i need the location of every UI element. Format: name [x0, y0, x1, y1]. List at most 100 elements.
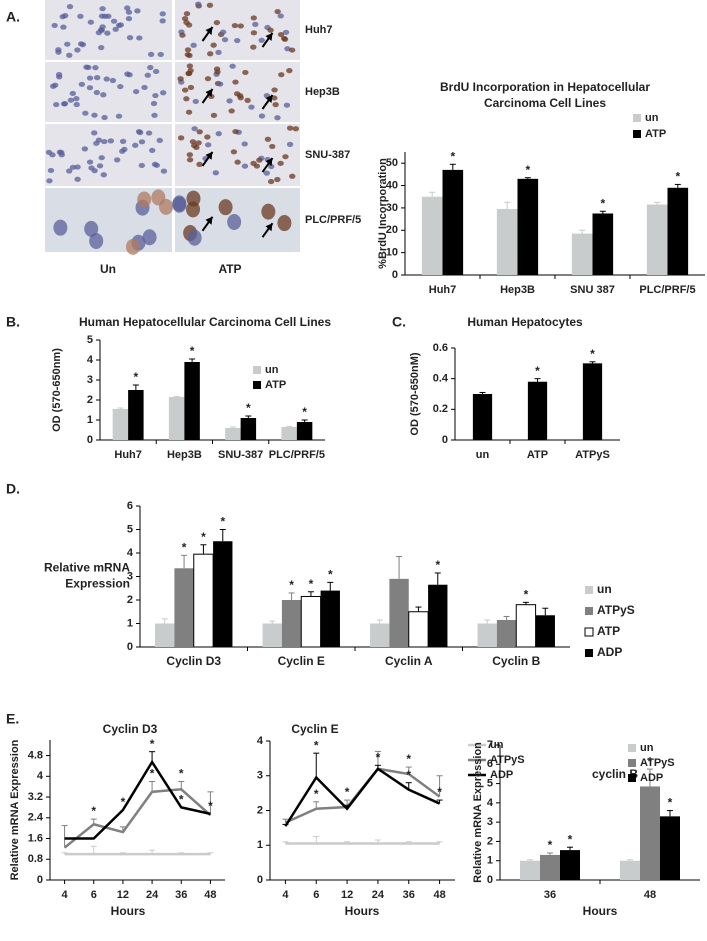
significance: *: [150, 737, 155, 751]
cell: [242, 69, 249, 76]
bar: [667, 187, 689, 275]
x-tick-label: 36: [175, 889, 187, 901]
cell: [267, 178, 275, 185]
cell: [232, 79, 239, 85]
cell: [177, 135, 185, 141]
y-tick-label: 0: [442, 434, 448, 446]
row-label: PLC/PRF/5: [305, 214, 361, 226]
x-tick-label: Cyclin E: [278, 654, 325, 668]
significance: *: [376, 750, 381, 764]
y-tick-label: 4: [37, 770, 44, 782]
cell: [215, 49, 222, 55]
y-tick-label: 0.6: [433, 342, 448, 354]
bar: [517, 178, 539, 275]
cell: [87, 19, 95, 25]
significance: *: [134, 370, 139, 384]
legend-swatch: [585, 649, 593, 657]
cell: [159, 11, 166, 17]
x-tick-label: PLC/PRF/5: [639, 284, 695, 296]
chart-title: Cyclin E: [291, 722, 338, 736]
cell: [207, 51, 214, 57]
x-tick-label: ATPyS: [575, 449, 610, 461]
x-tick-label: 4: [282, 889, 289, 901]
cell: [132, 142, 139, 148]
significance: *: [345, 785, 350, 799]
cell: [181, 15, 189, 22]
chart-title: cyclin B: [592, 767, 638, 781]
micrograph: [175, 0, 300, 60]
cell: [56, 74, 63, 80]
cell: [234, 159, 241, 165]
cell: [47, 167, 55, 174]
significance: *: [302, 405, 307, 419]
bar: [571, 233, 593, 275]
cell: [267, 27, 274, 33]
legend-label: ATPyS: [597, 603, 635, 617]
significance: *: [675, 170, 680, 184]
cell: [195, 1, 202, 7]
legend-label: un: [265, 364, 279, 376]
y-tick-label: 4: [87, 354, 94, 366]
y-tick-label: 2: [87, 394, 93, 406]
x-tick-label: Cyclin A: [385, 654, 433, 668]
bar: [370, 623, 390, 647]
arrow-head: [205, 89, 213, 97]
cell: [187, 229, 202, 246]
cell: [81, 146, 89, 152]
significance: *: [524, 588, 529, 602]
cell: [186, 152, 194, 158]
cell: [69, 90, 77, 97]
cell: [190, 42, 197, 48]
y-tick-label: 3: [487, 816, 493, 828]
legend-swatch: [585, 607, 593, 615]
bar: [225, 428, 241, 440]
bar: [660, 816, 680, 880]
y-tick-label: 0: [87, 434, 93, 446]
cell: [112, 26, 119, 32]
y-tick-label: 3.2: [28, 791, 43, 803]
y-axis-label: Relative mRNA Expression: [472, 742, 484, 883]
cell: [227, 213, 242, 230]
cell: [210, 42, 217, 48]
bar: [472, 394, 493, 440]
bar: [582, 363, 603, 440]
arrow-head: [265, 33, 273, 41]
row-label: Hep3B: [305, 86, 340, 98]
chart-title: BrdU Incorporation in Hepatocellular: [440, 80, 650, 94]
cell: [104, 30, 111, 36]
y-tick-label: 30: [386, 202, 398, 214]
significance: *: [525, 163, 530, 177]
cell: [250, 160, 257, 166]
x-tick-label: PLC/PRF/5: [269, 449, 325, 461]
y-tick-label: 40: [386, 179, 398, 191]
cell: [51, 22, 58, 29]
cell: [138, 139, 146, 145]
cell: [67, 97, 75, 103]
cell: [151, 189, 166, 206]
cell: [177, 76, 184, 82]
cell: [96, 163, 104, 169]
cell: [126, 35, 134, 41]
bar: [496, 209, 518, 275]
cell: [66, 52, 73, 58]
significance: *: [208, 799, 213, 813]
significance: *: [600, 196, 605, 210]
y-tick-label: 10: [386, 247, 398, 259]
cell: [134, 8, 141, 14]
bar: [477, 623, 497, 647]
x-tick-label: 36: [403, 889, 415, 901]
cell: [233, 91, 241, 97]
y-tick-label: 6: [127, 500, 133, 512]
cell: [55, 49, 62, 55]
bar: [520, 860, 540, 880]
y-axis-label: OD (570-650nm): [51, 348, 63, 432]
y-tick-label: 4: [127, 547, 134, 559]
cell: [151, 112, 158, 118]
significance: *: [548, 838, 553, 852]
cell: [125, 238, 140, 255]
cell: [98, 44, 105, 51]
cell: [101, 13, 109, 19]
significance: *: [648, 754, 653, 768]
cell: [141, 84, 148, 91]
cell: [216, 81, 224, 87]
